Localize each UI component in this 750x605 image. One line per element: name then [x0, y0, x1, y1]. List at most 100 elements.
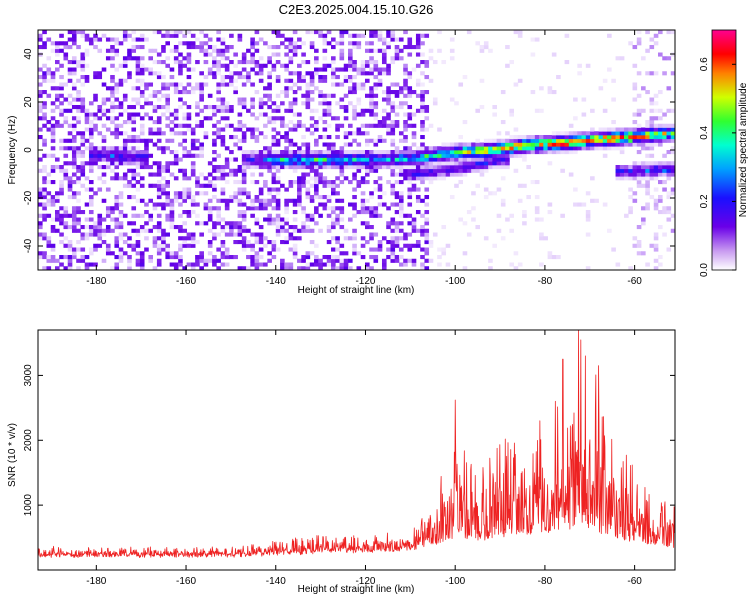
heatmap-cell — [127, 258, 132, 263]
heatmap-cell — [636, 93, 642, 98]
heatmap-cell — [407, 168, 413, 173]
heatmap-cell — [653, 187, 659, 192]
heatmap-cell — [275, 202, 281, 207]
heatmap-cell — [386, 90, 391, 95]
heatmap-cell — [369, 105, 374, 110]
heatmap-cell — [241, 243, 247, 248]
heatmap-cell — [144, 138, 149, 143]
heatmap-cell — [250, 153, 255, 158]
heatmap-cell — [263, 157, 268, 162]
heatmap-cell — [203, 262, 209, 267]
heatmap-cell — [369, 101, 374, 106]
heatmap-cell — [288, 138, 294, 143]
heatmap-cell — [258, 172, 264, 177]
heatmap-cell — [386, 165, 391, 170]
heatmap-cell — [207, 37, 213, 42]
heatmap-cell — [369, 86, 374, 91]
heatmap-cell — [292, 97, 298, 102]
heatmap-cell — [390, 123, 396, 128]
heatmap-cell — [356, 112, 362, 117]
heatmap-cell — [568, 172, 574, 177]
heatmap-cell — [88, 251, 94, 256]
heatmap-cell — [169, 75, 175, 80]
heatmap-cell — [63, 172, 69, 177]
heatmap-cell — [437, 255, 442, 260]
heatmap-cell — [352, 33, 357, 38]
heatmap-cell — [585, 210, 591, 215]
heatmap-cell — [127, 112, 132, 117]
heatmap-cell — [381, 60, 387, 65]
heatmap-cell — [420, 180, 425, 185]
heatmap-cell — [377, 120, 383, 125]
heatmap-cell — [411, 258, 417, 263]
heatmap-cell — [449, 157, 455, 162]
heatmap-cell — [254, 153, 260, 158]
heatmap-cell — [314, 195, 319, 200]
heatmap-cell — [301, 258, 306, 263]
heatmap-cell — [305, 127, 311, 132]
heatmap-cell — [415, 210, 421, 215]
heatmap-cell — [331, 210, 336, 215]
heatmap-cell — [615, 135, 621, 140]
heatmap-cell — [152, 206, 158, 211]
heatmap-cell — [428, 56, 434, 61]
heatmap-cell — [437, 176, 442, 181]
heatmap-cell — [246, 153, 251, 158]
heatmap-cell — [318, 30, 323, 35]
heatmap-cell — [326, 213, 332, 218]
heatmap-cell — [615, 262, 621, 267]
heatmap-cell — [216, 135, 221, 140]
heatmap-cell — [156, 138, 162, 143]
heatmap-cell — [63, 146, 69, 151]
heatmap-cell — [88, 247, 94, 252]
heatmap-cell — [131, 195, 137, 200]
heatmap-cell — [284, 131, 289, 136]
heatmap-cell — [135, 86, 141, 91]
heatmap-cell — [97, 131, 103, 136]
heatmap-cell — [352, 157, 357, 162]
heatmap-cell — [42, 153, 47, 158]
heatmap-cell — [611, 120, 616, 125]
heatmap-cell — [475, 168, 481, 173]
heatmap-cell — [42, 71, 47, 76]
heatmap-cell — [356, 266, 362, 270]
heatmap-cell — [254, 63, 260, 68]
heatmap-cell — [101, 157, 107, 162]
heatmap-cell — [118, 146, 124, 151]
heatmap-cell — [152, 225, 158, 230]
heatmap-cell — [403, 236, 408, 241]
heatmap-cell — [135, 78, 141, 83]
heatmap-cell — [645, 142, 650, 147]
heatmap-cell — [71, 228, 77, 233]
heatmap-cell — [335, 127, 340, 132]
heatmap-cell — [195, 262, 200, 267]
heatmap-cell — [71, 116, 77, 121]
heatmap-cell — [199, 120, 204, 125]
heatmap-cell — [658, 52, 663, 57]
heatmap-cell — [216, 37, 221, 42]
heatmap-cell — [539, 86, 544, 91]
heatmap-cell — [280, 165, 285, 170]
heatmap-cell — [284, 63, 289, 68]
heatmap-cell — [127, 135, 132, 140]
heatmap-cell — [237, 33, 243, 38]
heatmap-cell — [670, 161, 675, 166]
heatmap-cell — [437, 153, 442, 158]
heatmap-cell — [139, 67, 145, 72]
heatmap-cell — [280, 183, 285, 188]
heatmap-cell — [394, 210, 400, 215]
heatmap-cell — [331, 262, 336, 267]
heatmap-cell — [352, 213, 357, 218]
heatmap-cell — [632, 236, 638, 241]
heatmap-cell — [517, 78, 523, 83]
heatmap-cell — [254, 60, 260, 65]
heatmap-cell — [46, 56, 52, 61]
heatmap-cell — [539, 138, 544, 143]
heatmap-cell — [284, 153, 289, 158]
heatmap-cell — [71, 213, 77, 218]
heatmap-cell — [415, 168, 421, 173]
heatmap-cell — [59, 180, 64, 185]
heatmap-cell — [534, 135, 540, 140]
heatmap-cell — [424, 251, 430, 256]
heatmap-cell — [216, 63, 221, 68]
